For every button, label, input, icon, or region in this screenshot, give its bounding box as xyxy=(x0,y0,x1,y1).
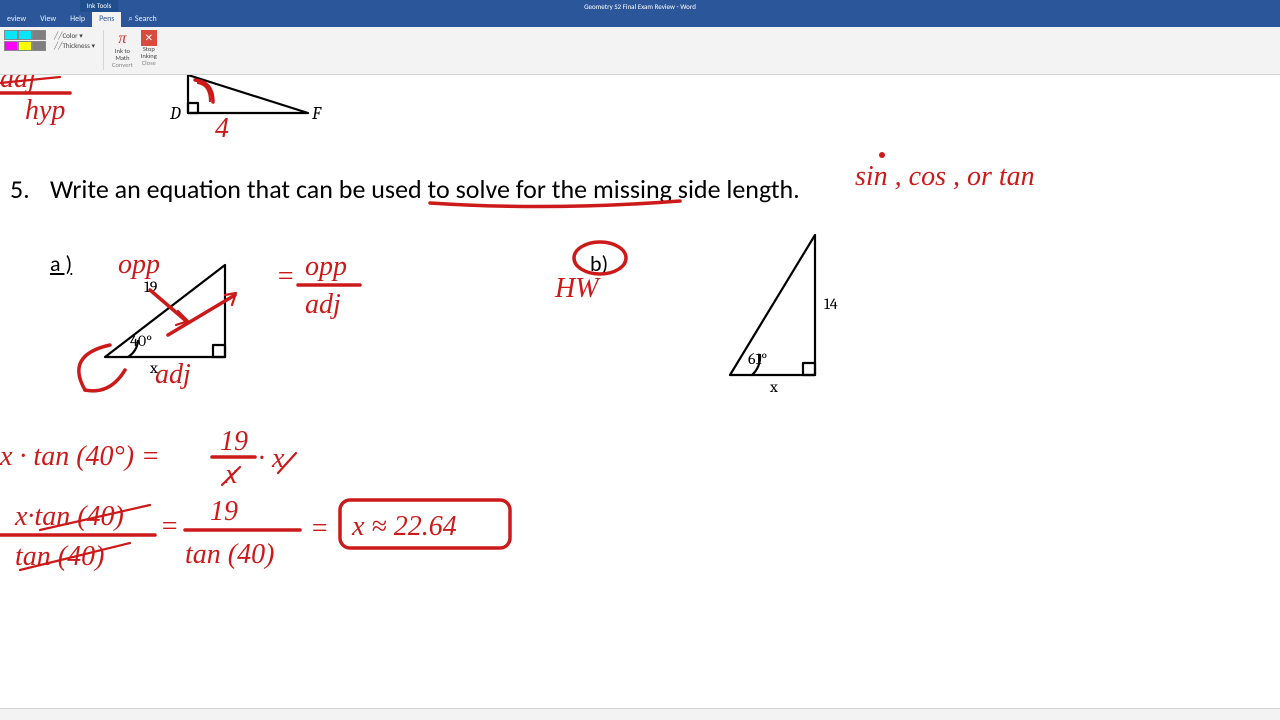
ink-text: adj xyxy=(155,359,191,390)
ink-text: hyp xyxy=(25,95,65,126)
swatch[interactable] xyxy=(18,41,32,51)
ink-text: = xyxy=(276,261,295,292)
close-icon: ✕ xyxy=(141,30,157,46)
vertex-d: D xyxy=(170,103,181,124)
vertex-f: F xyxy=(312,103,321,124)
swatch[interactable] xyxy=(4,41,18,51)
tri-b-side: 14 xyxy=(824,295,838,313)
question-text: Write an equation that can be used to so… xyxy=(50,173,800,205)
ink-text: x ≈ 22.64 xyxy=(351,511,457,542)
ink-text: x xyxy=(224,459,238,490)
tab-review[interactable]: eview xyxy=(0,12,33,27)
color-dropdown[interactable]: Color ▾ xyxy=(54,31,95,40)
ink-text: tan (40) xyxy=(185,539,274,570)
window-title: Geometry S2 Final Exam Review - Word xyxy=(584,2,696,11)
ink-text: = xyxy=(310,513,329,544)
tab-view[interactable]: View xyxy=(33,12,63,27)
ink-text: x·tan (40) xyxy=(14,501,124,532)
ink-layer: adj hyp 4 sin , cos , or tan HW opp adj xyxy=(0,75,1280,708)
ink-to-math-button[interactable]: π Ink toMath Convert xyxy=(112,30,133,68)
tri-a-base: x xyxy=(150,359,158,377)
document-canvas[interactable]: 5. Write an equation that can be used to… xyxy=(0,75,1280,708)
ribbon-tabstrip: eview View Help Pens Search xyxy=(0,12,1280,27)
ink-text: x · tan (40°) = xyxy=(0,441,160,472)
ink-text: adj xyxy=(0,75,36,94)
title-bar: Ink Tools Geometry S2 Final Exam Review … xyxy=(0,0,1280,12)
tri-b-angle: 61° xyxy=(748,350,767,368)
part-b-label: b) xyxy=(590,250,608,277)
tab-help[interactable]: Help xyxy=(63,12,92,27)
ink-text: HW xyxy=(554,273,601,304)
pen-swatches[interactable] xyxy=(4,30,46,51)
swatch[interactable] xyxy=(18,30,32,40)
ink-text: sin , cos , or tan xyxy=(855,161,1035,192)
part-a-label: a ) xyxy=(50,250,72,277)
ink-text: · x xyxy=(258,443,285,474)
context-tab[interactable]: Ink Tools xyxy=(80,0,118,12)
ribbon: Color ▾ Thickness ▾ π Ink toMath Convert… xyxy=(0,27,1280,75)
ink-text: = xyxy=(160,511,179,542)
ink-text: 4 xyxy=(215,113,229,144)
search-box[interactable]: Search xyxy=(121,12,163,27)
ink-text: 19 xyxy=(210,496,238,527)
tri-a-angle: 40° xyxy=(130,332,152,350)
ink-text: opp xyxy=(305,251,347,282)
swatch[interactable] xyxy=(32,30,46,40)
ink-text: tan (40) xyxy=(15,541,104,572)
ink-text: 19 xyxy=(220,426,248,457)
tab-pens[interactable]: Pens xyxy=(92,12,121,27)
pen-options: Color ▾ Thickness ▾ xyxy=(54,30,95,50)
pi-icon: π xyxy=(118,30,126,48)
status-bar xyxy=(0,708,1280,720)
ink-text: opp xyxy=(118,249,160,280)
ink-text: adj xyxy=(305,289,341,320)
swatch[interactable] xyxy=(4,30,18,40)
tri-a-hyp: 19 xyxy=(144,278,157,296)
stop-inking-button[interactable]: ✕ StopInking Close xyxy=(141,30,157,66)
swatch[interactable] xyxy=(32,41,46,51)
question-number: 5. xyxy=(10,173,30,205)
tri-b-base: x xyxy=(770,378,778,396)
thickness-dropdown[interactable]: Thickness ▾ xyxy=(54,41,95,50)
